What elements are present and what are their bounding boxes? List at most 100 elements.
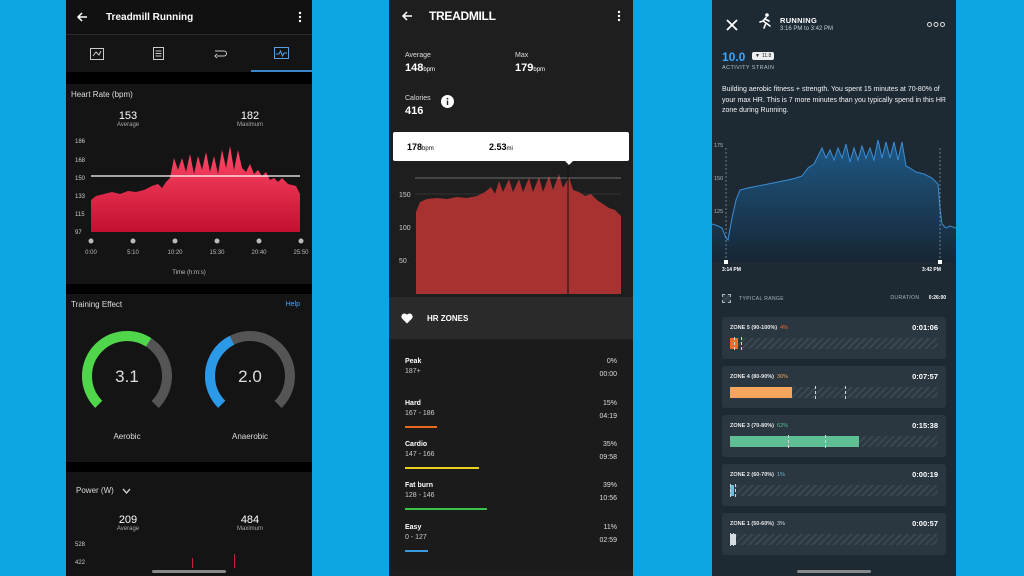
heart-rate-chart: 186 168 150 133 115 97 0:00 5:10 10:20 1…: [75, 139, 309, 276]
hr-x-tick: 20:40: [251, 250, 267, 256]
hr-average-label: Average: [116, 122, 140, 128]
anaerobic-label: Anaerobic: [231, 432, 269, 441]
zone-name: Hard: [405, 400, 421, 407]
zone-cardio[interactable]: Cardio 147 - 166 35% 09:58: [405, 441, 617, 483]
down-triangle-icon: ▼: [755, 53, 760, 59]
laps-icon: [214, 50, 228, 58]
document-icon: [152, 47, 164, 60]
power-average-value: 209: [118, 514, 138, 526]
aerobic-value: 3.1: [115, 367, 139, 386]
power-maximum: 484 Maximum: [228, 514, 272, 532]
tab-details[interactable]: [128, 35, 190, 72]
polar-phone: TREADMILL Average 148bpm Max 179bpm Calo…: [389, 0, 633, 576]
close-icon[interactable]: [726, 19, 738, 31]
hr-y-tick: 168: [75, 158, 86, 164]
activity-time-range: 3:16 PM to 3:42 PM: [780, 26, 834, 32]
zone-range: 147 - 166: [405, 451, 435, 458]
hr-area: [91, 146, 300, 232]
hr-max-value: 182: [240, 110, 260, 122]
zone-time: 0:00:19: [912, 470, 938, 479]
calories-value: 416: [405, 105, 424, 117]
strain-delta: 11.8: [761, 53, 772, 59]
zone-time: 00:00: [599, 371, 617, 378]
whoop-y-tick: 150: [714, 176, 723, 182]
zone-bar: [405, 426, 437, 428]
aerobic-gauge: 3.1: [81, 331, 172, 421]
hr-zones-list: Peak 187+ 0% 00:00 Hard 167 - 186 15% 04…: [389, 340, 633, 570]
average-hr: Average 148bpm: [405, 52, 435, 74]
average-label: Average: [405, 52, 431, 59]
back-arrow-icon[interactable]: [401, 10, 413, 22]
hr-x-tick: 10:20: [167, 250, 183, 256]
polar-y-tick: 100: [399, 225, 411, 232]
zone-name: ZONE 4 (80-90%): [730, 374, 775, 380]
anaerobic-value: 2.0: [238, 367, 262, 386]
hr-y-tick: 186: [75, 139, 86, 145]
zone-name: ZONE 5 (90-100%): [730, 325, 778, 331]
calories: Calories 416: [405, 95, 431, 117]
zone-percent: 4%: [780, 325, 789, 331]
zone-4-card[interactable]: ZONE 4 (80-90%) 30% 0:07:57: [722, 366, 946, 408]
max-value: 179: [515, 62, 534, 74]
info-icon[interactable]: [441, 95, 454, 108]
hr-zones-header[interactable]: HR ZONES: [389, 297, 633, 339]
garmin-phone: Treadmill Running Heart Rate (bpm) 153 A…: [66, 0, 312, 576]
tab-laps[interactable]: [189, 35, 251, 72]
help-link[interactable]: Help: [285, 301, 300, 308]
zone-2-card[interactable]: ZONE 2 (60-70%) 1% 0:00:19: [722, 464, 946, 506]
zone-percent: 62%: [777, 423, 789, 429]
tab-charts[interactable]: [250, 35, 312, 72]
zone-name: ZONE 3 (70-80%): [730, 423, 775, 429]
zone-percent: 0%: [606, 358, 617, 365]
zone-typical-range: [734, 337, 743, 350]
zone-1-card[interactable]: ZONE 1 (50-60%) 3% 0:00:57: [722, 513, 946, 555]
summary-icon: [89, 47, 104, 60]
hr-x-tick: 5:10: [127, 250, 139, 256]
hr-y-tick: 133: [75, 194, 86, 200]
hr-maximum: 182 Maximum: [228, 110, 272, 128]
typical-range-swatch-icon: [722, 294, 731, 303]
home-indicator[interactable]: [152, 570, 226, 573]
zone-percent: 1%: [777, 472, 785, 478]
hr-average: 153 Average: [106, 110, 150, 128]
whoop-hr-line: [712, 139, 956, 242]
activity-title: Treadmill Running: [106, 11, 194, 23]
home-indicator[interactable]: [797, 570, 871, 573]
duration-label: DURATION: [890, 295, 920, 301]
hr-zones-title: HR ZONES: [427, 313, 469, 323]
hr-x-tick: 0:00: [85, 250, 97, 256]
zone-hard[interactable]: Hard 167 - 186 15% 04:19: [405, 400, 617, 442]
power-card: Power (W) 209 Average 484 Maximum 528 42…: [66, 472, 312, 576]
zone-5-card[interactable]: ZONE 5 (90-100%) 4% 0:01:06: [722, 317, 946, 359]
hr-average-value: 153: [118, 110, 138, 122]
zone-peak[interactable]: Peak 187+ 0% 00:00: [405, 358, 617, 400]
zone-range: 167 - 186: [405, 410, 435, 417]
zone-name: Peak: [405, 358, 422, 365]
zone-bar: [405, 508, 487, 510]
duration-summary: DURATION 0:26:00: [890, 295, 946, 301]
polar-hr-chart: 150 100 50: [399, 166, 621, 294]
zone-typical-range: [815, 386, 847, 399]
calories-label: Calories: [405, 95, 431, 102]
tab-summary[interactable]: [66, 35, 128, 72]
aerobic-gauge-fill: [81, 331, 172, 421]
heart-rate-chart-icon: [273, 46, 289, 59]
hr-y-tick: 115: [75, 212, 85, 218]
back-arrow-icon[interactable]: [76, 11, 88, 23]
whoop-hr-chart: 175 150 125 100 3:14 PM 3:42 PM: [712, 139, 956, 273]
strain-label: ACTIVITY STRAIN: [722, 65, 775, 71]
more-options-icon[interactable]: [617, 10, 621, 22]
zone-fat-burn[interactable]: Fat burn 128 - 146 39% 10:56: [405, 482, 617, 524]
power-title: Power (W): [76, 486, 114, 495]
zone-percent: 11%: [603, 524, 618, 531]
average-unit: bpm: [423, 67, 436, 73]
max-hr: Max 179bpm: [515, 52, 545, 74]
zone-3-card[interactable]: ZONE 3 (70-80%) 62% 0:15:38: [722, 415, 946, 457]
more-options-icon[interactable]: [927, 22, 945, 27]
duration-value: 0:26:00: [928, 295, 946, 301]
power-spike: [192, 558, 193, 568]
more-options-icon[interactable]: [298, 11, 302, 23]
power-dropdown[interactable]: Power (W): [76, 486, 131, 495]
whoop-phone: RUNNING 3:16 PM to 3:42 PM 10.0 ▼ 11.8 AC…: [712, 0, 956, 576]
zone-easy[interactable]: Easy 0 - 127 11% 02:59: [405, 524, 617, 566]
